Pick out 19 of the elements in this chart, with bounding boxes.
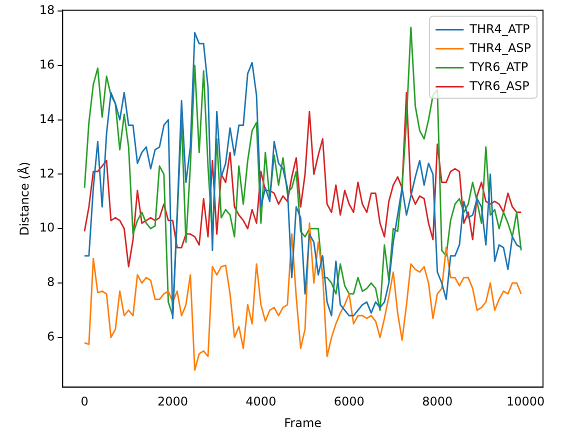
x-tick-label: 2000 xyxy=(157,394,188,409)
legend-label: THR4_ASP xyxy=(468,40,531,55)
y-tick-label: 8 xyxy=(47,275,55,290)
y-tick-label: 18 xyxy=(39,3,55,18)
x-axis-title: Frame xyxy=(284,416,322,430)
x-tick-label: 8000 xyxy=(422,394,453,409)
x-tick-label: 6000 xyxy=(334,394,364,409)
y-tick-label: 10 xyxy=(39,220,55,235)
x-tick-label: 0 xyxy=(80,394,88,409)
y-tick-label: 12 xyxy=(39,166,55,180)
y-tick-label: 14 xyxy=(39,112,55,126)
legend-label: THR4_ATP xyxy=(468,22,530,36)
legend-label: TYR6_ASP xyxy=(468,78,530,93)
y-tick-label: 16 xyxy=(39,58,55,72)
legend-label: TYR6_ATP xyxy=(468,60,528,74)
y-axis-title: Distance (Å) xyxy=(16,162,32,236)
x-tick-label: 4000 xyxy=(246,394,276,409)
y-tick-label: 6 xyxy=(47,330,55,344)
x-tick-label: 10000 xyxy=(506,394,545,409)
